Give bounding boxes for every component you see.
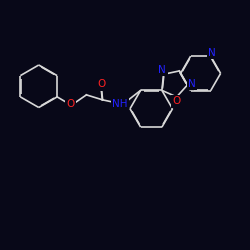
Text: O: O (66, 100, 74, 110)
Text: N: N (188, 79, 196, 89)
Text: N: N (158, 65, 166, 75)
Text: N: N (208, 48, 216, 58)
Text: O: O (172, 96, 181, 106)
Text: NH: NH (112, 99, 128, 109)
Text: O: O (97, 80, 106, 90)
